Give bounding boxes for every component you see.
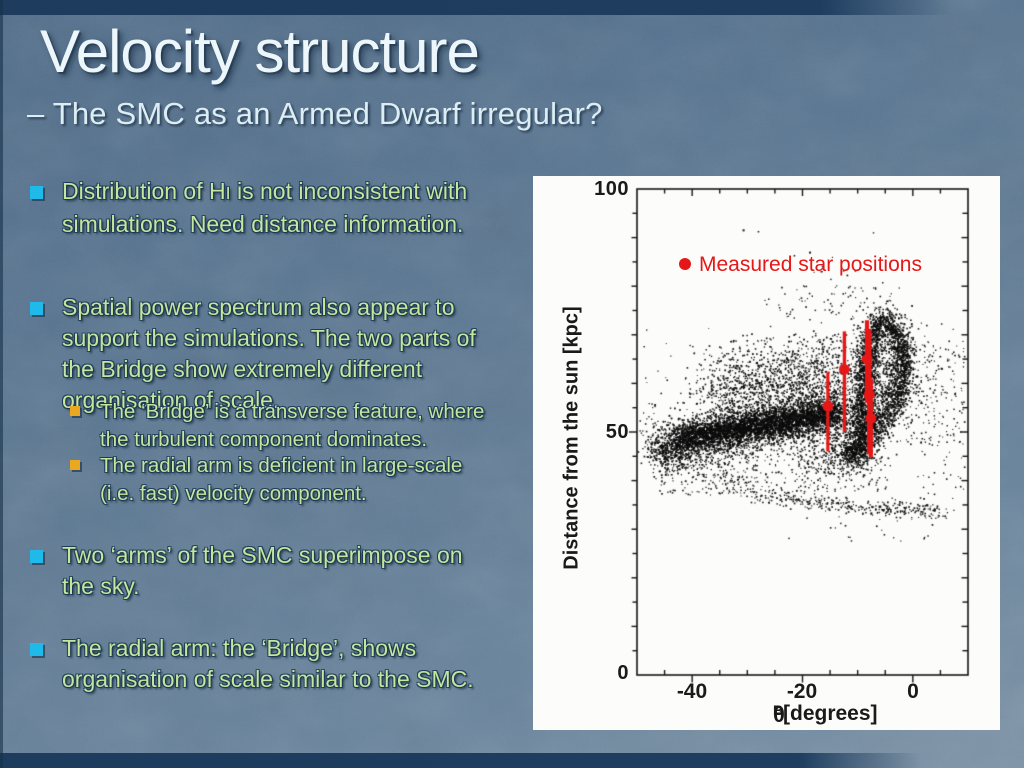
bullet-3: Two ‘arms’ of the SMC superimpose on the… [62,542,463,599]
x-axis-units: [degrees] [783,702,878,725]
bullet-square-icon [30,643,43,656]
sub-bullet-square-icon [70,460,80,470]
bullet-1-line1-pre: Distribution of H [62,178,226,204]
sub-bullet-1: The ‘Bridge’ is a transverse feature, wh… [100,400,485,451]
bullet-1-line1-post: is not inconsistent with [230,178,468,204]
bottom-border-bar [0,753,1024,768]
legend-label: Measured star positions [699,253,922,276]
theta-subscript: B [773,702,784,718]
slide-subtitle: – The SMC as an Armed Dwarf irregular? [27,96,603,131]
y-tick-label-0: 0 [617,662,629,684]
x-tick-label-m20: -20 [786,680,818,703]
bullet-1: Distribution of HI is not inconsistent w… [62,176,467,240]
bullet-square-icon [30,302,43,315]
bullet-square-icon [30,550,43,563]
sub-bullet-2: The radial arm is deficient in large-sca… [100,454,463,505]
left-border-strip [0,0,3,768]
bullet-4: The radial arm: the ‘Bridge’, shows orga… [62,635,474,692]
sub-bullet-square-icon [70,406,80,416]
x-tick-label-0: 0 [907,680,919,703]
figure-panel: 100 50 0 -40 -20 0 θ B [degrees] Distance … [533,176,1000,730]
top-border-bar [0,0,1024,15]
bullet-square-icon [30,186,43,199]
y-tick-label-100: 100 [594,178,629,200]
slide-title: Velocity structure [40,18,480,85]
legend-marker-icon [679,258,691,270]
y-axis-title: Distance from the sun [kpc] [560,306,583,570]
x-tick-label-m40: -40 [676,680,708,703]
bullet-1-line2: simulations. Need distance information. [62,211,464,237]
